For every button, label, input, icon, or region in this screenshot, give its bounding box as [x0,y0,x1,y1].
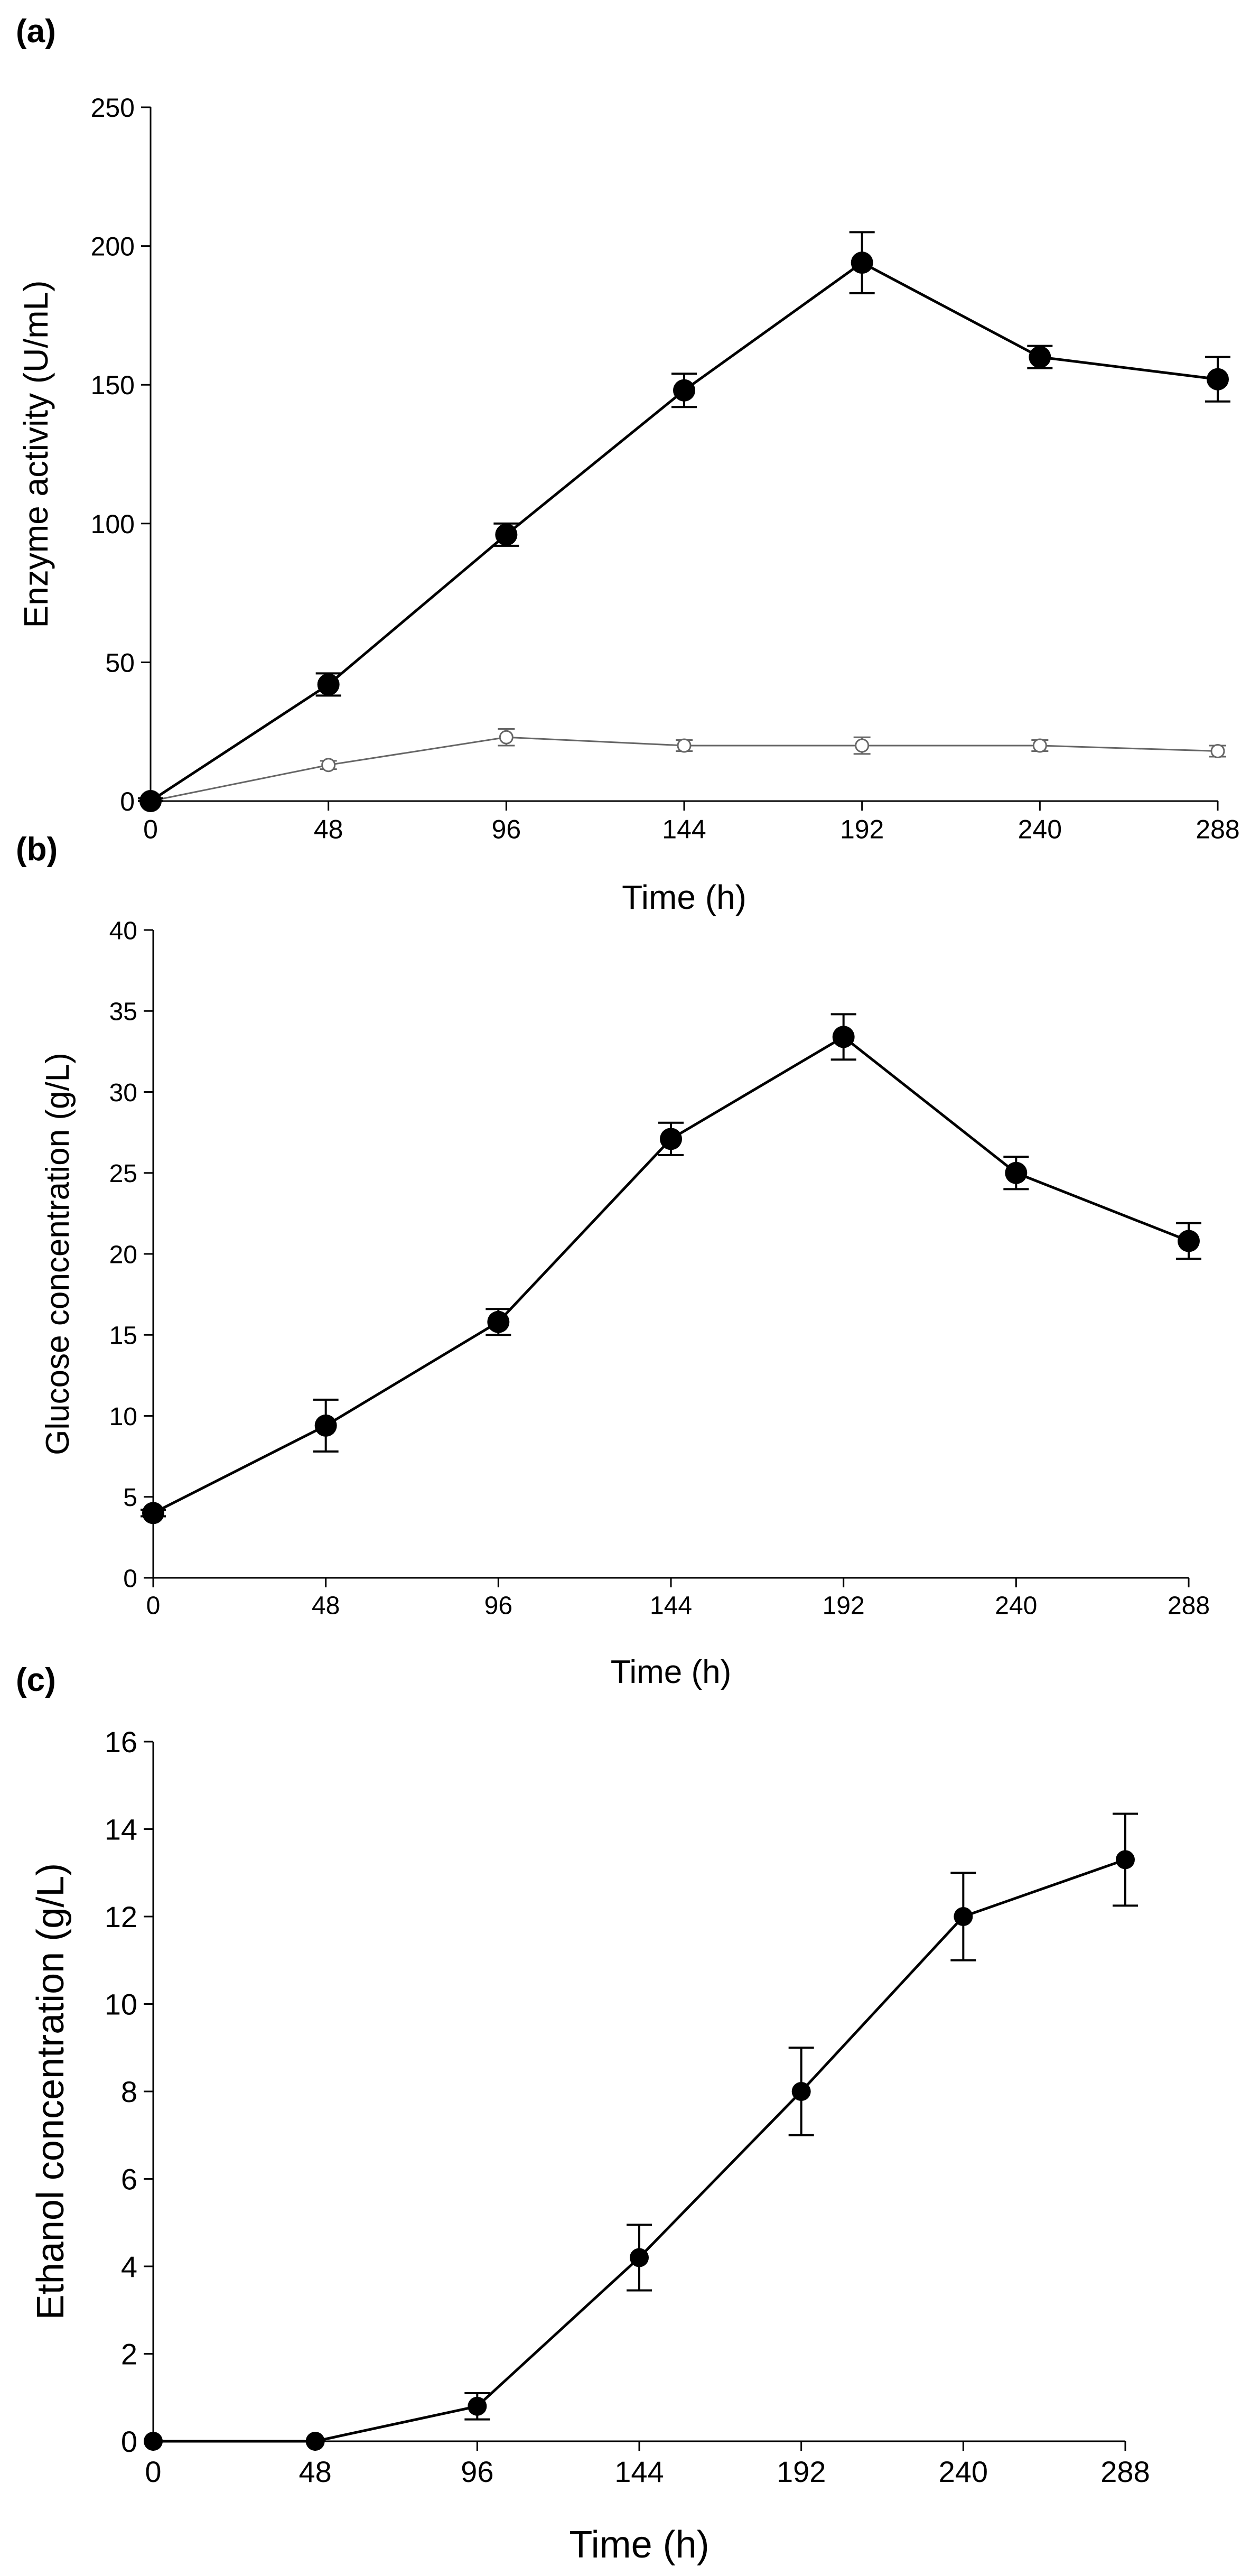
series-1 [138,231,1230,812]
series-line [152,1035,1189,1514]
y-tick-label: 6 [121,2163,137,2196]
series-line [153,1858,1126,2443]
data-point [832,1026,855,1048]
x-tick-label: 144 [614,2455,664,2488]
data-point [630,2248,649,2267]
data-point-open [1032,738,1047,753]
y-tick-label: 2 [121,2338,137,2371]
x-tick-label: 0 [145,2455,161,2488]
y-tick-label: 5 [123,1484,137,1512]
x-tick-label: 192 [777,2455,826,2488]
series-line [150,261,1218,803]
panel-b: (b) 0 48 96 144 192 240 288 0 5 10 15 20 25 30 35 40 Time… [16,831,1210,1690]
y-tick-label: 200 [91,232,135,262]
data-point [317,673,340,696]
y-tick-label: 250 [91,93,135,123]
data-point [1029,346,1051,368]
data-point [495,523,518,546]
x-axis-title: Time (h) [622,878,746,916]
y-tick-label: 16 [105,1725,137,1759]
data-point-open [321,758,336,773]
y-axis-title: Ethanol concentration (g/L) [30,1863,72,2320]
x-tick-label: 0 [146,1592,161,1620]
y-axis-title: Enzyme activity (U/mL) [17,281,55,628]
x-tick-label: 240 [1018,815,1062,844]
x-tick-label: 96 [461,2455,493,2488]
x-axis-title: Time (h) [611,1654,731,1690]
data-point [791,2082,811,2101]
y-tick-label: 50 [105,648,135,677]
data-point [139,790,162,812]
x-tick-label: 288 [1100,2455,1150,2488]
panel-c: (c) 0 48 96 144 192 240 288 0 2 4 6 8 10 12 14 16 Time (h… [16,1662,1150,2566]
y-tick-label: 40 [109,917,137,945]
data-point [468,2396,487,2416]
x-tick-label: 192 [840,815,884,844]
data-point [1116,1850,1135,1870]
y-tick-label: 30 [109,1079,137,1107]
y-tick-label: 15 [109,1322,137,1350]
y-tick-label: 4 [121,2250,137,2283]
y-tick-label: 0 [120,787,135,816]
data-point-open [855,738,870,753]
series-1 [141,1013,1201,1524]
x-tick-label: 144 [650,1592,692,1620]
data-point [673,379,695,402]
data-point [954,1907,973,1926]
panel-label: (c) [16,1662,56,1698]
x-tick-label: 288 [1168,1592,1210,1620]
x-tick-label: 96 [492,815,521,844]
data-point [142,1502,164,1524]
x-tick-label: 240 [995,1592,1037,1620]
data-point [487,1310,510,1333]
x-tick-label: 0 [143,815,158,844]
y-tick-label: 8 [121,2075,137,2108]
y-tick-label: 14 [105,1813,137,1846]
panel-label: (a) [16,13,56,50]
y-tick-label: 35 [109,998,137,1026]
y-tick-label: 0 [121,2425,137,2458]
data-point [660,1128,682,1150]
x-tick-label: 240 [939,2455,988,2488]
x-tick-label: 48 [312,1592,340,1620]
y-tick-label: 10 [109,1403,137,1431]
x-tick-label: 192 [823,1592,865,1620]
x-tick-label: 48 [314,815,343,844]
data-point [1005,1161,1028,1184]
y-tick-label: 100 [91,509,135,539]
x-axis-title: Time (h) [569,2524,709,2566]
x-tick-label: 288 [1196,815,1239,844]
y-tick-label: 0 [123,1565,137,1593]
y-tick-label: 12 [105,1900,137,1933]
y-tick-label: 25 [109,1160,137,1188]
y-tick-label: 20 [109,1241,137,1269]
data-point-open [499,730,514,745]
x-tick-label: 96 [484,1592,512,1620]
data-point [305,2432,325,2451]
series-1 [144,1812,1138,2451]
y-axis-title: Glucose concentration (g/L) [40,1053,76,1455]
data-point [1207,368,1229,390]
data-point-open [677,738,692,753]
x-tick-label: 144 [662,815,706,844]
data-point [314,1414,337,1437]
y-tick-label: 150 [91,370,135,400]
y-tick-label: 10 [105,1988,137,2021]
data-point [144,2432,163,2451]
data-point [851,252,873,274]
panel-label: (b) [16,831,58,868]
data-point-open [1210,743,1225,758]
x-tick-label: 48 [299,2455,332,2488]
series-2 [142,728,1226,808]
data-point [1178,1230,1200,1252]
panel-a: (a) 0 48 96 144 192 240 288 0 50 100 150 200 250 Time … [16,13,1240,916]
